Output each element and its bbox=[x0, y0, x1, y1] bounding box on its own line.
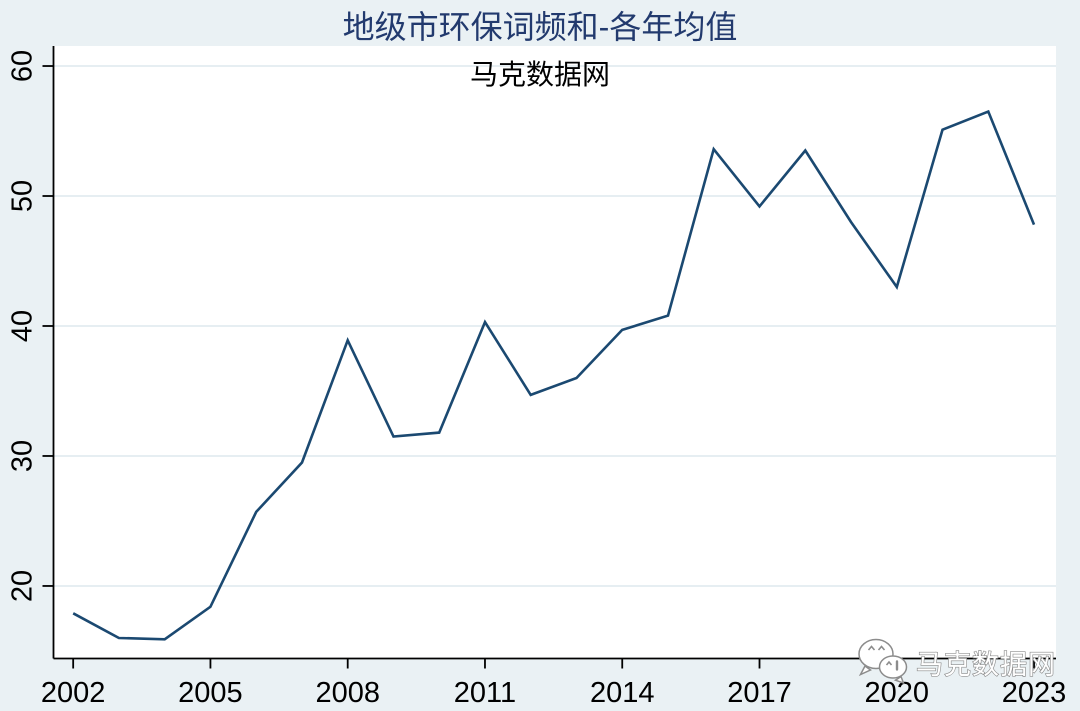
watermark: 马克数据网 bbox=[858, 638, 1056, 685]
y-tick-label: 60 bbox=[7, 50, 39, 82]
x-ticks: 2002 2005 2008 2011 2014 2017 2020 2023 bbox=[41, 658, 1067, 709]
y-tick-label: 30 bbox=[7, 440, 39, 472]
x-tick-label: 2008 bbox=[315, 677, 380, 709]
y-tick-label: 40 bbox=[7, 310, 39, 342]
x-tick-label: 2002 bbox=[41, 677, 106, 709]
x-tick-label: 2020 bbox=[865, 677, 930, 709]
chart-title: 地级市环保词频和-各年均值 bbox=[343, 9, 738, 45]
x-tick-label: 2023 bbox=[1002, 677, 1067, 709]
chart-subtitle: 马克数据网 bbox=[470, 59, 610, 90]
plot-background bbox=[53, 46, 1056, 659]
series-line bbox=[72, 109, 1036, 641]
y-ticks: 20 30 40 50 60 bbox=[7, 50, 54, 602]
watermark-text: 马克数据网 bbox=[916, 650, 1056, 680]
y-tick-label: 20 bbox=[7, 570, 39, 602]
x-tick-label: 2014 bbox=[590, 677, 655, 709]
wechat-icon bbox=[858, 638, 908, 685]
x-tick-label: 2017 bbox=[727, 677, 792, 709]
x-tick-label: 2011 bbox=[454, 677, 516, 709]
y-tick-label: 50 bbox=[7, 180, 39, 212]
x-tick-label: 2005 bbox=[178, 677, 243, 709]
